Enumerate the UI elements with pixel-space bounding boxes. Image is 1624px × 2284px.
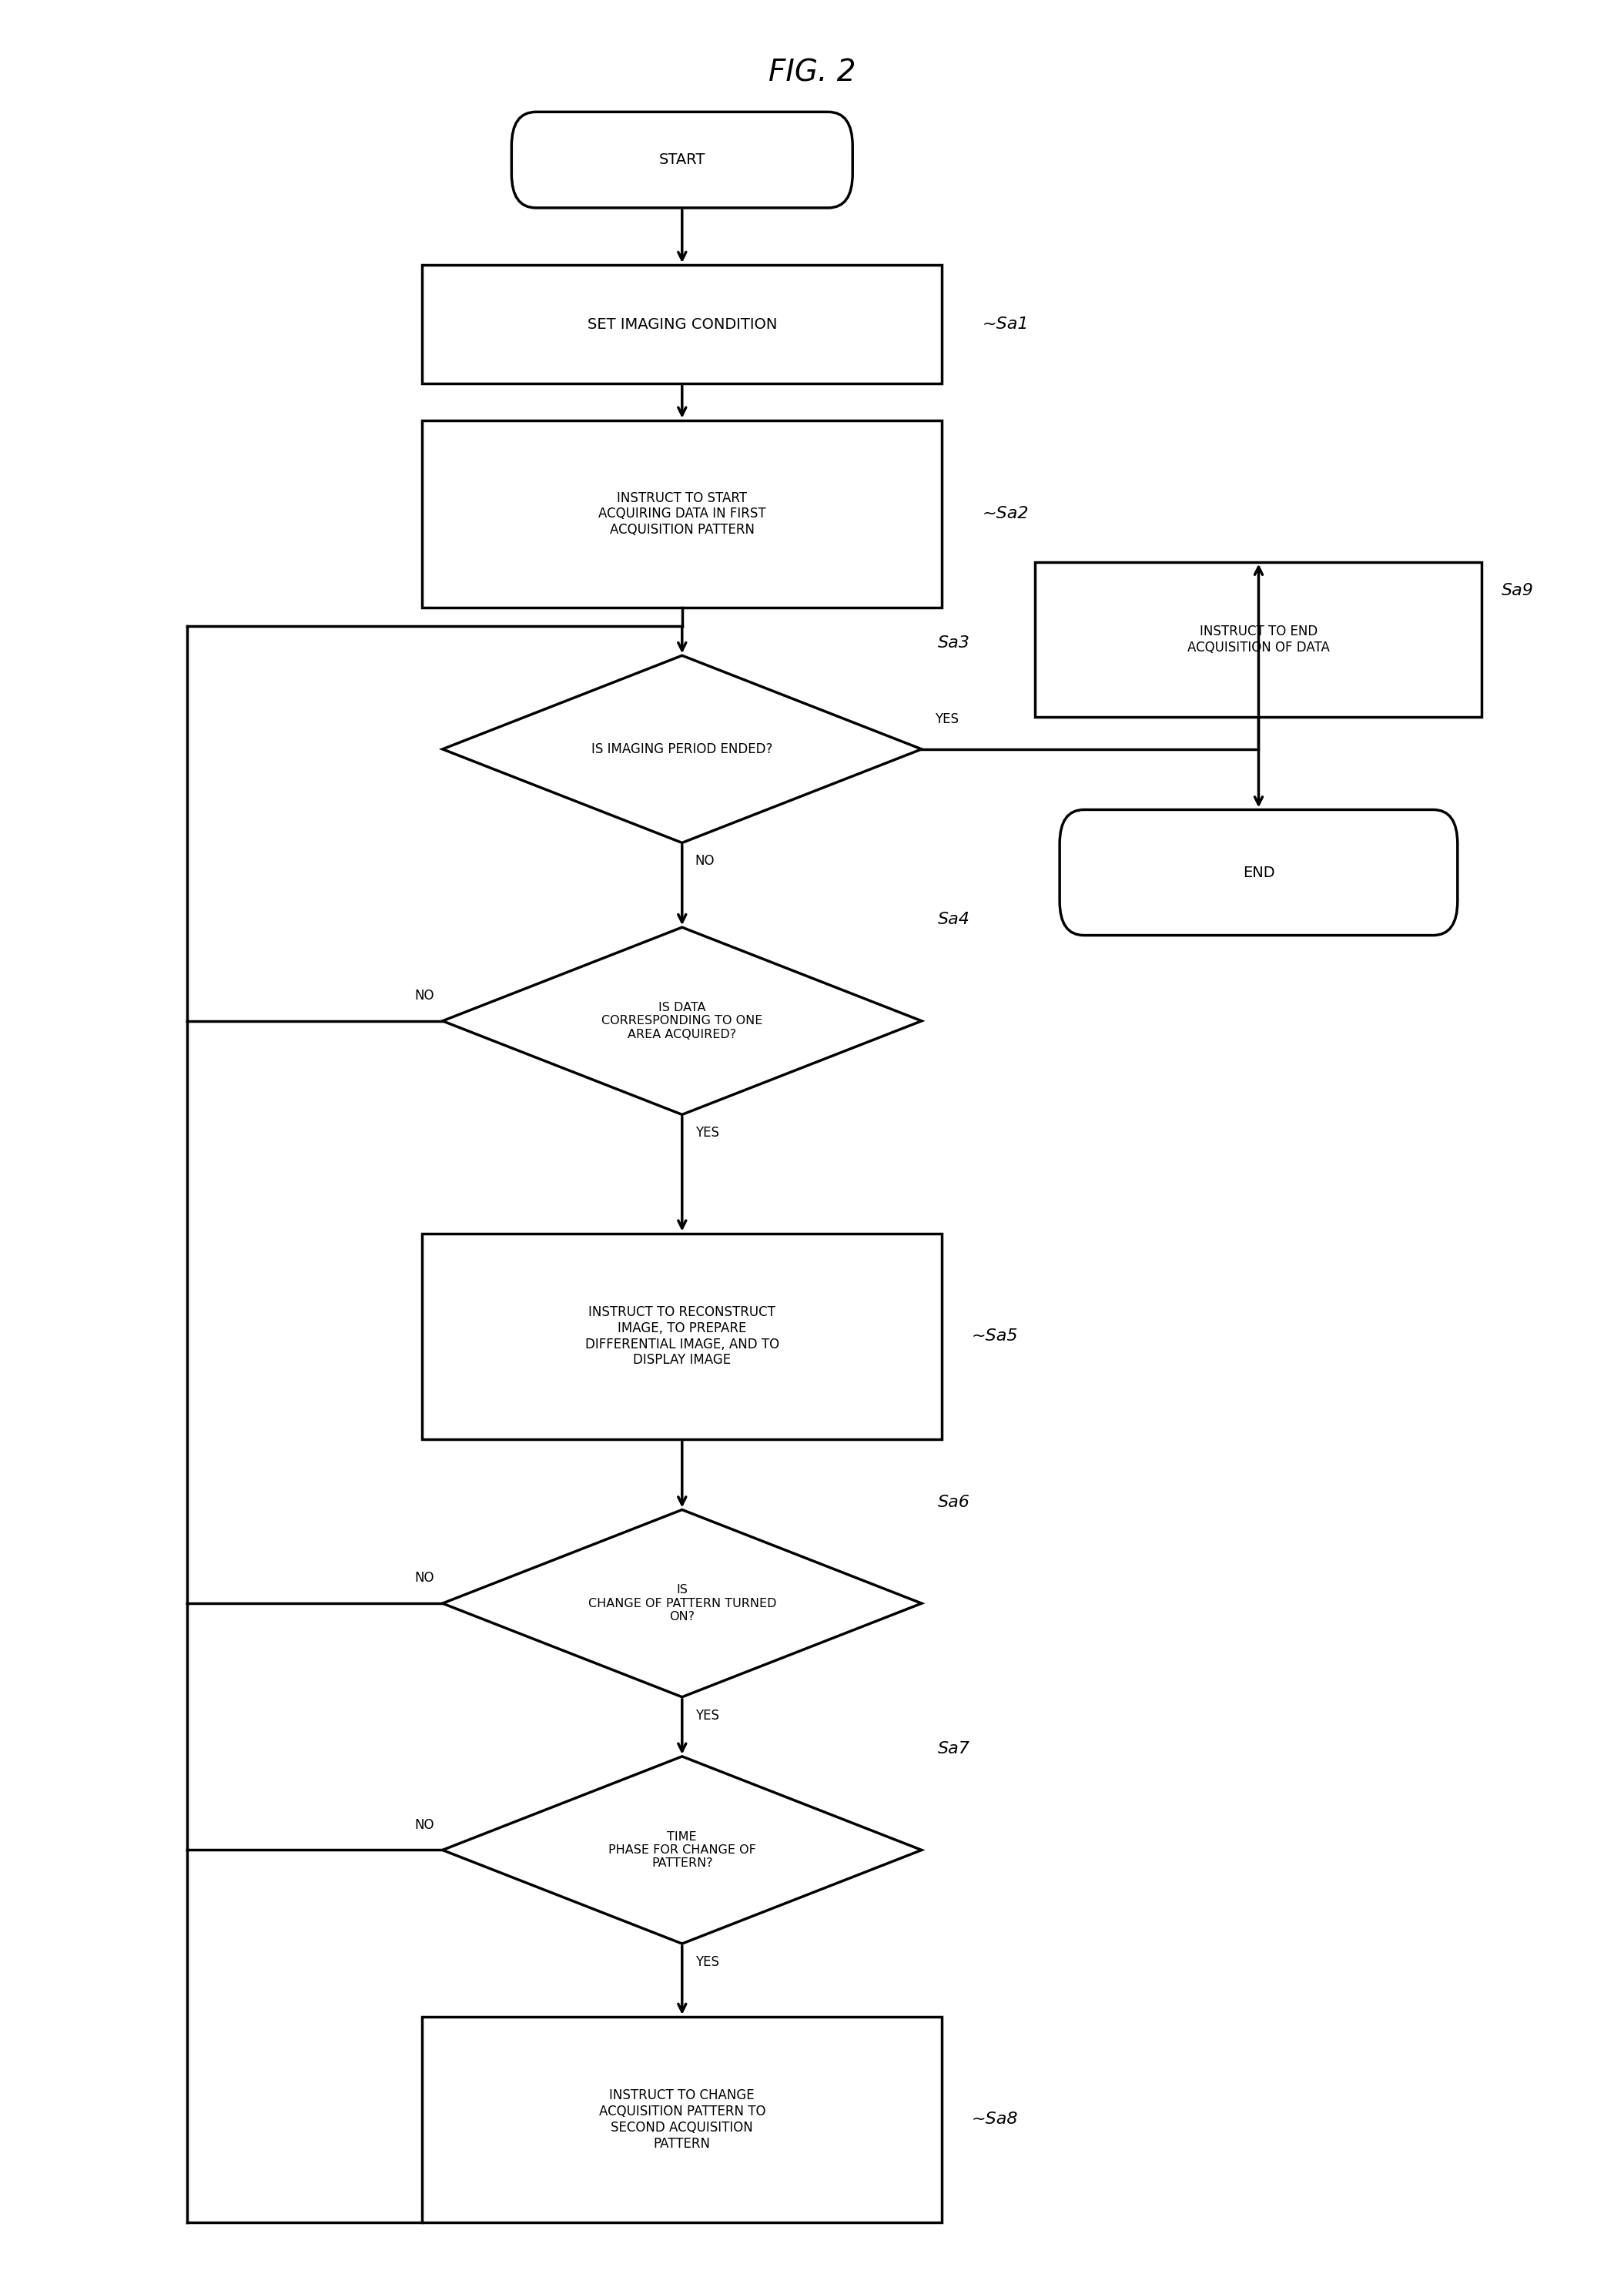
Polygon shape [442, 927, 922, 1115]
Bar [1036, 562, 1483, 717]
Text: Sa3: Sa3 [939, 635, 970, 651]
Text: INSTRUCT TO RECONSTRUCT
IMAGE, TO PREPARE
DIFFERENTIAL IMAGE, AND TO
DISPLAY IMA: INSTRUCT TO RECONSTRUCT IMAGE, TO PREPAR… [585, 1304, 780, 1368]
Text: YES: YES [935, 713, 958, 726]
Text: NO: NO [414, 989, 434, 1003]
Text: INSTRUCT TO END
ACQUISITION OF DATA: INSTRUCT TO END ACQUISITION OF DATA [1187, 624, 1330, 656]
Polygon shape [442, 1510, 922, 1697]
Text: Sa9: Sa9 [1502, 582, 1533, 598]
Text: INSTRUCT TO CHANGE
ACQUISITION PATTERN TO
SECOND ACQUISITION
PATTERN: INSTRUCT TO CHANGE ACQUISITION PATTERN T… [599, 2088, 765, 2152]
Text: END: END [1242, 866, 1275, 879]
Text: ~Sa2: ~Sa2 [983, 507, 1030, 521]
Text: Sa7: Sa7 [939, 1740, 970, 1756]
Text: IS DATA
CORRESPONDING TO ONE
AREA ACQUIRED?: IS DATA CORRESPONDING TO ONE AREA ACQUIR… [601, 1003, 763, 1039]
Text: IS
CHANGE OF PATTERN TURNED
ON?: IS CHANGE OF PATTERN TURNED ON? [588, 1585, 776, 1622]
Text: ~Sa8: ~Sa8 [971, 2113, 1018, 2126]
Text: SET IMAGING CONDITION: SET IMAGING CONDITION [588, 317, 776, 331]
Polygon shape [442, 1756, 922, 1944]
Text: YES: YES [695, 1708, 719, 1722]
Text: IS IMAGING PERIOD ENDED?: IS IMAGING PERIOD ENDED? [591, 742, 773, 756]
Bar [422, 420, 942, 608]
Text: TIME
PHASE FOR CHANGE OF
PATTERN?: TIME PHASE FOR CHANGE OF PATTERN? [609, 1832, 755, 1868]
Text: START: START [659, 153, 705, 167]
Text: INSTRUCT TO START
ACQUIRING DATA IN FIRST
ACQUISITION PATTERN: INSTRUCT TO START ACQUIRING DATA IN FIRS… [598, 491, 767, 537]
Text: NO: NO [414, 1818, 434, 1832]
Text: YES: YES [695, 1955, 719, 1969]
Bar [422, 1233, 942, 1439]
FancyBboxPatch shape [1060, 809, 1458, 936]
Polygon shape [442, 656, 922, 843]
Text: Sa4: Sa4 [939, 911, 970, 927]
Bar [422, 265, 942, 384]
Text: FIG. 2: FIG. 2 [768, 59, 856, 87]
Text: NO: NO [414, 1571, 434, 1585]
Text: ~Sa1: ~Sa1 [983, 317, 1030, 331]
Text: NO: NO [695, 854, 715, 868]
Text: ~Sa5: ~Sa5 [971, 1329, 1018, 1343]
Bar [422, 2017, 942, 2222]
Text: YES: YES [695, 1126, 719, 1140]
FancyBboxPatch shape [512, 112, 853, 208]
Text: Sa6: Sa6 [939, 1494, 970, 1510]
